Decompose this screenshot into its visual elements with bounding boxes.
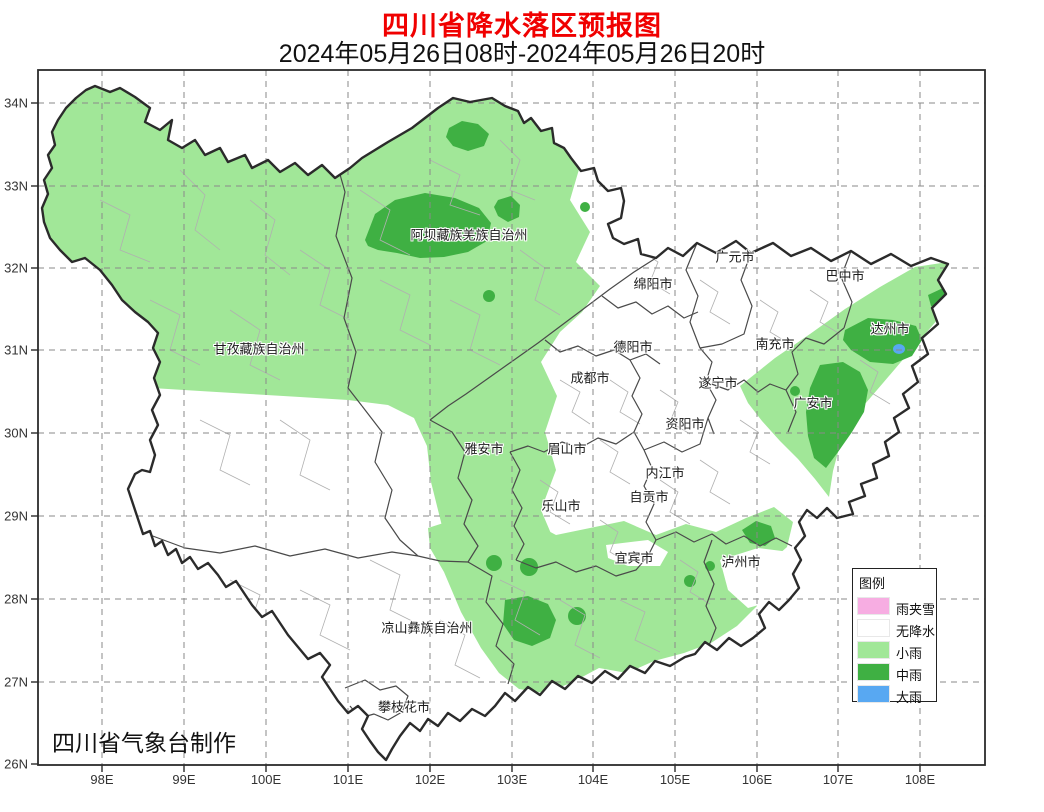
forecast-period: 2024年05月26日08时-2024年05月26日20时 xyxy=(278,40,766,68)
region-label-chengdu: 成都市 xyxy=(570,370,610,386)
region-label-neijiang: 内江市 xyxy=(645,465,685,481)
legend-swatch-sleet xyxy=(857,597,890,615)
lon-tick-label: 101E xyxy=(332,772,364,787)
legend-title: 图例 xyxy=(859,576,886,591)
lat-tick-label: 34N xyxy=(4,95,28,111)
moderate-rain-areas xyxy=(365,121,948,646)
legend-box: 图例 雨夹雪 无降水 小雨 中雨 大雨 xyxy=(852,568,937,705)
page-title: 四川省降水落区预报图 xyxy=(382,11,662,41)
region-label-ganzi: 甘孜藏族自治州 xyxy=(213,341,305,357)
lat-tick-label: 31N xyxy=(4,342,28,358)
lon-tick-label: 107E xyxy=(822,772,854,787)
region-label-guangan: 广安市 xyxy=(793,395,833,411)
lat-tick-label: 26N xyxy=(4,756,28,772)
lat-tick-label: 33N xyxy=(4,178,28,194)
region-label-deyang: 德阳市 xyxy=(613,339,653,355)
lat-tick-label: 30N xyxy=(4,425,28,441)
region-label-guangyuan: 广元市 xyxy=(715,249,755,265)
lon-tick-label: 104E xyxy=(577,772,609,787)
lon-tick-label: 102E xyxy=(414,772,446,787)
legend-label: 小雨 xyxy=(896,646,923,661)
region-label-nanchong: 南充市 xyxy=(755,336,795,352)
legend-label: 中雨 xyxy=(896,668,923,683)
lon-tick-label: 108E xyxy=(904,772,936,787)
region-label-yibin: 宜宾市 xyxy=(614,550,654,566)
province-outline xyxy=(40,84,950,762)
legend-label: 无降水 xyxy=(896,624,936,639)
region-label-liangshan: 凉山彝族自治州 xyxy=(381,620,473,636)
grid-lines xyxy=(38,70,985,765)
lon-tick-label: 100E xyxy=(250,772,282,787)
region-label-dazhou: 达州市 xyxy=(870,321,910,337)
heavy-rain-area xyxy=(893,344,905,354)
lon-tick-label: 98E xyxy=(90,772,114,787)
legend-swatch-none xyxy=(857,619,890,637)
lon-tick-label: 103E xyxy=(496,772,528,787)
prefecture-borders xyxy=(149,149,853,721)
legend-label: 大雨 xyxy=(896,690,923,705)
credit-text: 四川省气象台制作 xyxy=(52,730,236,756)
region-label-bazhong: 巴中市 xyxy=(825,268,865,284)
region-label-leshan: 乐山市 xyxy=(541,498,581,514)
region-label-panzhihua: 攀枝花市 xyxy=(377,699,431,715)
legend-swatch-heavy-rain xyxy=(857,685,890,703)
axis-ticks xyxy=(31,102,921,772)
lat-tick-label: 29N xyxy=(4,508,28,524)
lon-tick-label: 105E xyxy=(659,772,691,787)
lon-tick-label: 99E xyxy=(172,772,196,787)
region-label-mianyang: 绵阳市 xyxy=(633,276,673,292)
region-label-luzhou: 泸州市 xyxy=(721,554,761,570)
legend-label: 雨夹雪 xyxy=(896,602,936,617)
lon-tick-label: 106E xyxy=(741,772,773,787)
legend-swatch-light-rain xyxy=(857,641,890,659)
lat-tick-label: 28N xyxy=(4,591,28,607)
region-label-zigong: 自贡市 xyxy=(629,489,669,505)
legend-swatch-moderate-rain xyxy=(857,663,890,681)
lat-tick-label: 27N xyxy=(4,674,28,690)
region-label-suining: 遂宁市 xyxy=(698,375,738,391)
lat-tick-label: 32N xyxy=(4,260,28,276)
region-label-meishan: 眉山市 xyxy=(547,441,587,457)
region-label-yaan: 雅安市 xyxy=(464,441,504,457)
region-label-ziyang: 资阳市 xyxy=(665,416,705,432)
region-label-aba: 阿坝藏族羌族自治州 xyxy=(410,227,528,243)
